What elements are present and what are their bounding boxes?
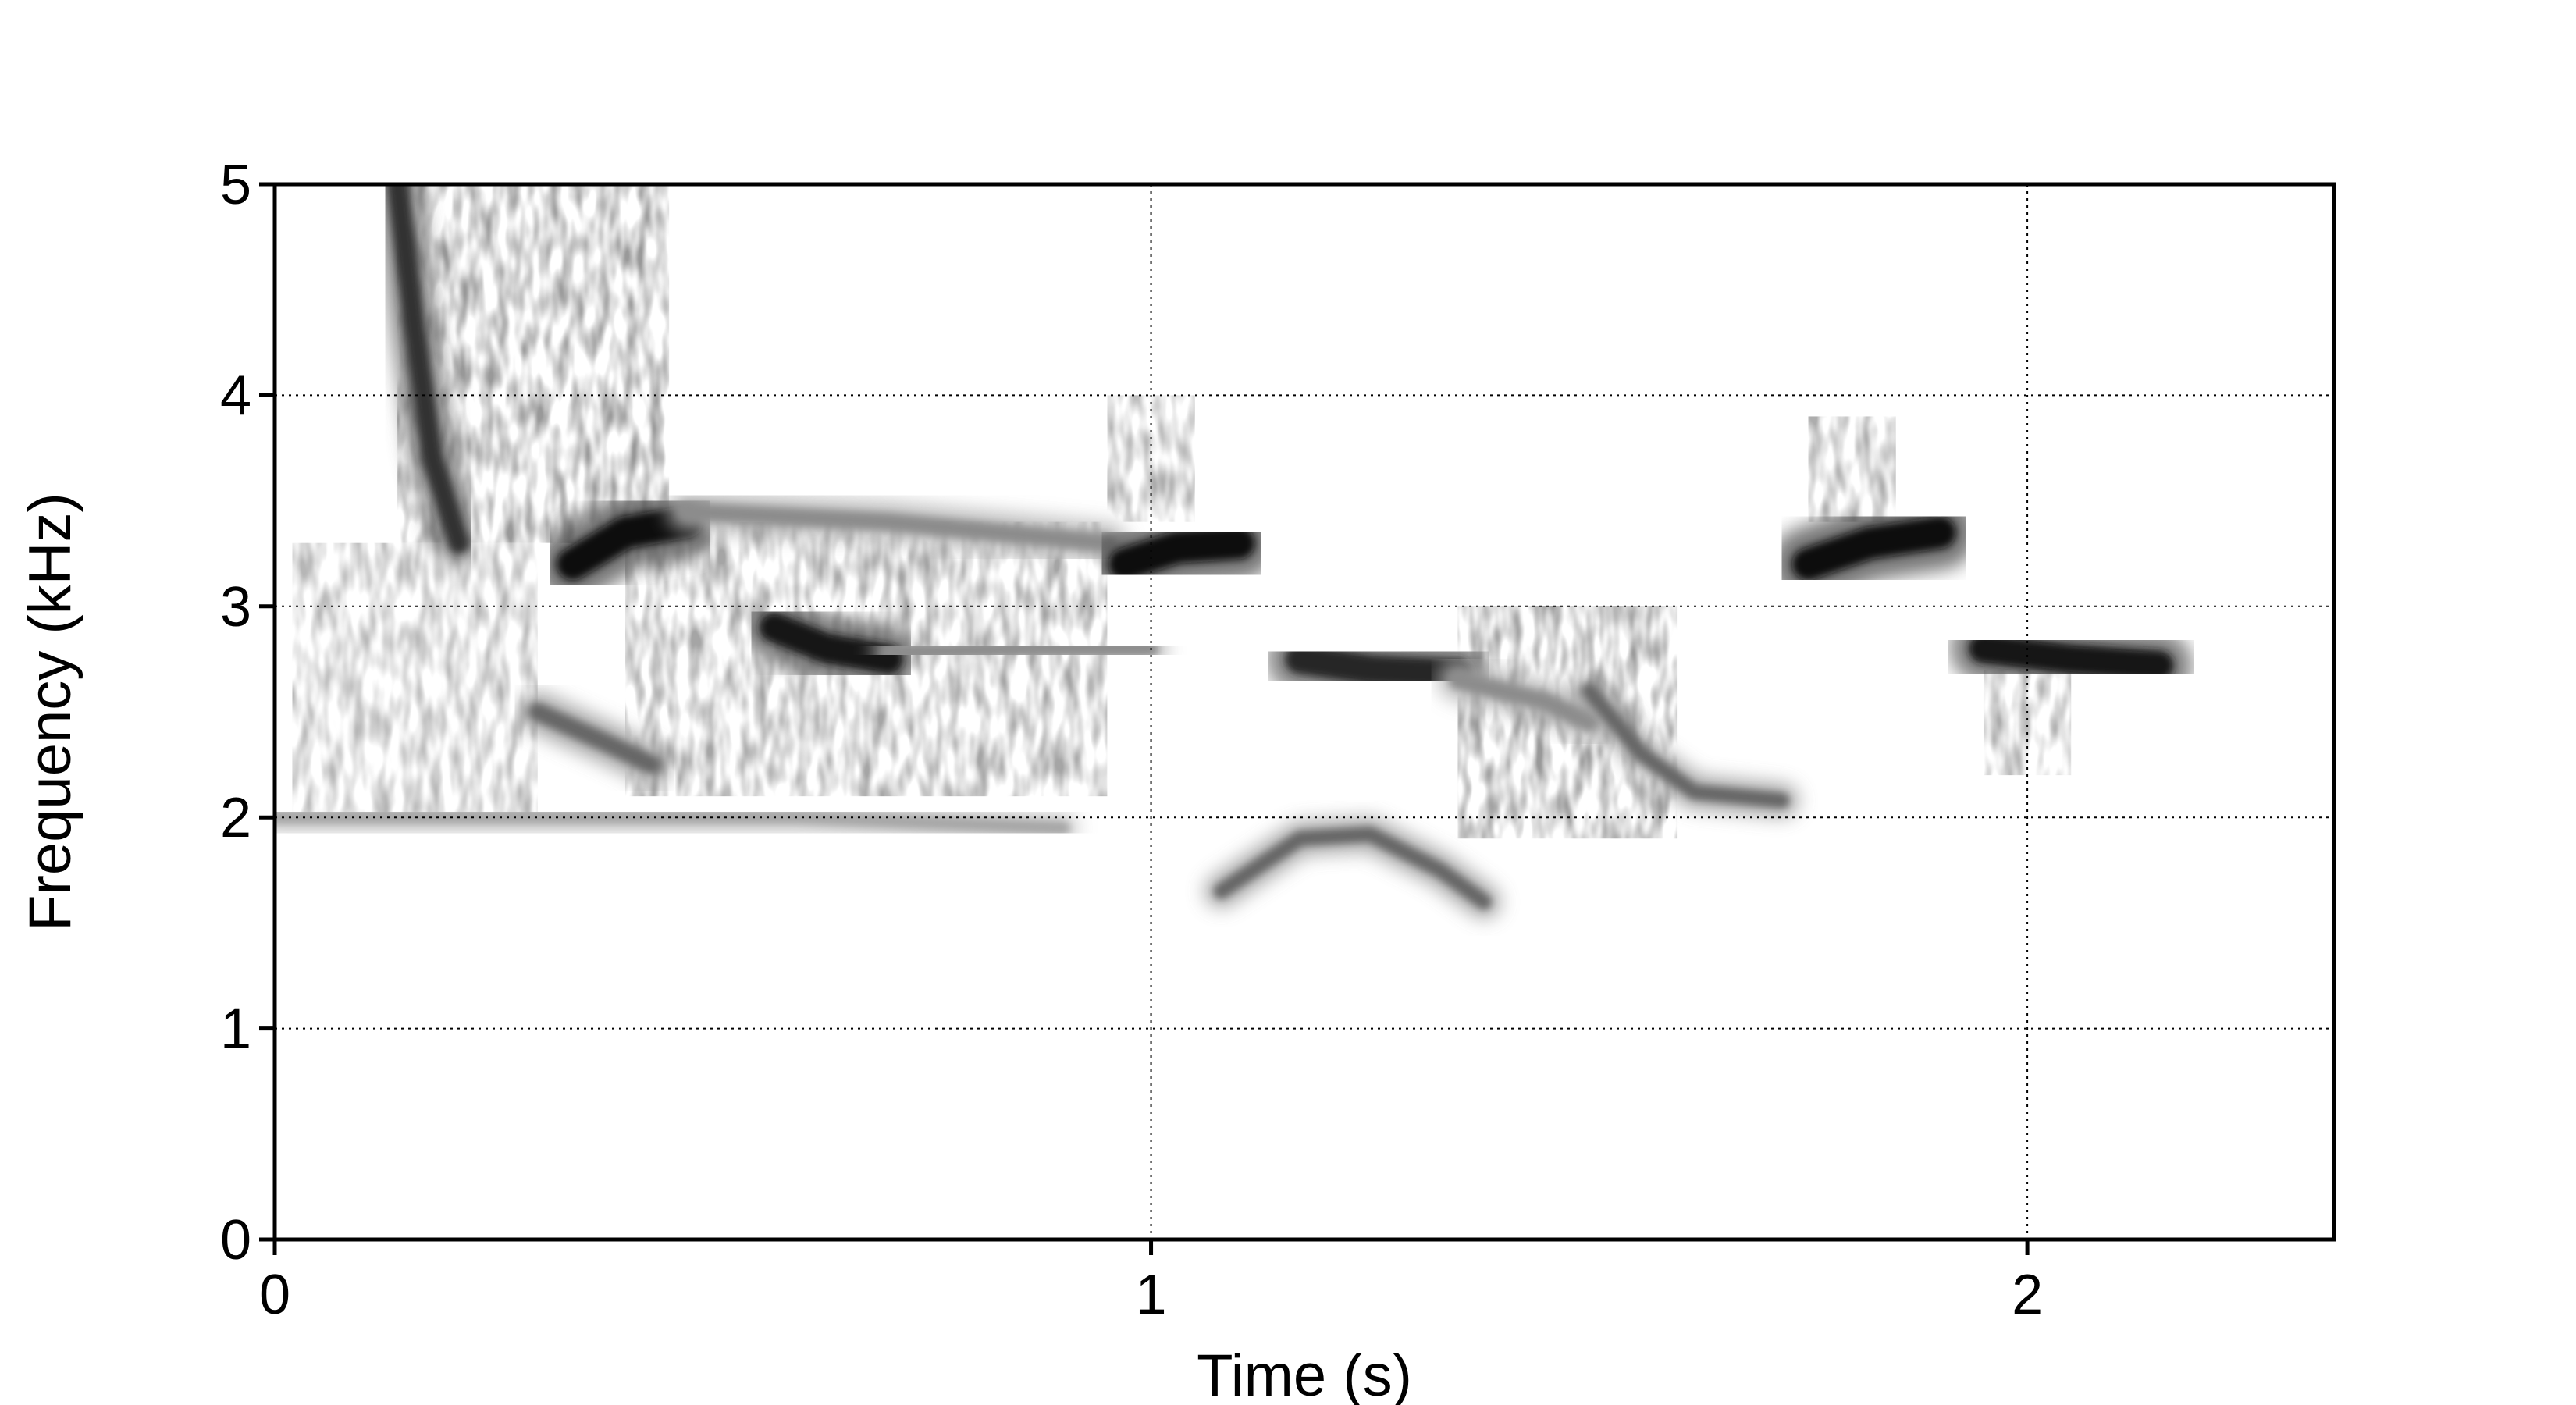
spectral-band	[573, 522, 687, 564]
y-tick-label: 2	[220, 787, 251, 849]
spectral-band	[1809, 532, 1940, 564]
spectral-band	[1984, 649, 2159, 666]
x-tick-label: 1	[1136, 1264, 1167, 1326]
y-tick-label: 5	[220, 154, 251, 216]
x-tick-label: 0	[259, 1264, 290, 1326]
spectral-band	[774, 628, 888, 660]
y-tick-label: 1	[220, 998, 251, 1061]
spectral-band	[1125, 543, 1239, 564]
y-tick-label: 0	[220, 1209, 251, 1272]
y-tick-label: 3	[220, 576, 251, 638]
y-tick-label: 4	[220, 365, 251, 427]
x-tick-label: 2	[2012, 1264, 2043, 1326]
y-axis-title: Frequency (kHz)	[17, 493, 84, 931]
spectral-band	[1300, 659, 1457, 674]
spectral-band	[275, 817, 1063, 828]
spectral-band	[888, 649, 1151, 653]
noise-patch	[292, 543, 537, 818]
spectrogram-energy	[275, 184, 2317, 902]
x-axis-title: Time (s)	[1197, 1343, 1412, 1405]
spectral-band	[1221, 834, 1484, 902]
